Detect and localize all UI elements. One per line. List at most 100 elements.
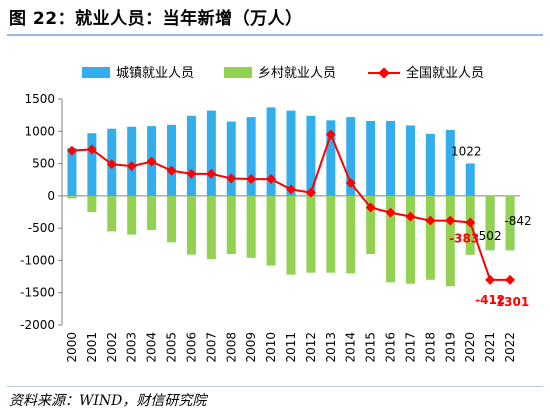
rural-bar-2012 [306, 195, 316, 273]
total-point-2011 [286, 184, 296, 195]
total-point-2018 [425, 215, 436, 226]
urban-bar-2017 [405, 125, 415, 196]
urban-bar-2016 [386, 120, 396, 196]
total-point-2007 [206, 168, 217, 179]
urban-bar-2010 [266, 107, 276, 196]
total-point-2000 [67, 145, 77, 156]
total-point-2003 [126, 161, 137, 172]
rural-bar-2003 [127, 195, 137, 235]
x-tick-label-16: 2016 [384, 332, 398, 363]
x-tick-label-14: 2014 [344, 332, 358, 363]
title-bar: 图 22：就业人员：当年新增（万人） [0, 0, 550, 32]
total-point-2012 [305, 187, 316, 198]
urban-bar-2008 [226, 121, 236, 196]
total-point-2022 [505, 274, 515, 285]
data-label-5: -1301 [491, 295, 529, 309]
chart-bars [67, 107, 515, 287]
data-label-3: -383 [449, 231, 479, 245]
x-tick-label-5: 2005 [165, 332, 179, 363]
y-tick-label-5: -1000 [20, 253, 55, 267]
rural-bar-2000 [67, 195, 77, 199]
y-tick-label-4: -500 [28, 221, 55, 235]
chart-title: 图 22：就业人员：当年新增（万人） [9, 9, 303, 29]
x-tick-label-18: 2018 [423, 332, 437, 363]
total-point-2010 [266, 174, 277, 185]
chart-line [67, 129, 515, 285]
total-point-2013 [325, 129, 336, 140]
rural-bar-2015 [366, 195, 376, 254]
source-note: 资料来源：WIND，财信研究院 [9, 393, 207, 409]
y-tick-label-3: 0 [47, 189, 55, 203]
x-tick-label-7: 2007 [204, 332, 218, 363]
x-tick-label-11: 2011 [284, 332, 298, 363]
total-point-2021 [485, 274, 496, 285]
x-tick-label-15: 2015 [364, 332, 378, 363]
y-tick-label-6: -1500 [20, 286, 55, 300]
data-label-2: -842 [504, 214, 531, 228]
urban-bar-2005 [167, 124, 177, 196]
source-divider [7, 386, 543, 387]
rural-bar-2009 [246, 195, 256, 258]
x-tick-label-12: 2012 [304, 332, 318, 363]
rural-bar-2022 [505, 195, 515, 251]
legend-label-1: 乡村就业人员 [258, 66, 336, 81]
x-tick-label-1: 2001 [85, 332, 99, 363]
rural-bar-2006 [186, 195, 196, 255]
y-tick-label-2: 500 [32, 157, 55, 171]
rural-bar-2013 [326, 195, 336, 273]
urban-bar-2012 [306, 115, 316, 196]
rural-bar-2018 [425, 195, 435, 280]
legend-label-0: 城镇就业人员 [116, 66, 194, 81]
x-tick-label-0: 2000 [65, 332, 79, 363]
y-tick-label-0: 1500 [24, 92, 55, 106]
total-point-2019 [445, 215, 456, 226]
urban-bar-2007 [206, 110, 216, 196]
y-tick-label-7: -2000 [20, 318, 55, 332]
x-tick-label-10: 2010 [264, 332, 278, 363]
total-point-2015 [365, 202, 376, 213]
rural-bar-2010 [266, 195, 276, 266]
rural-bar-2016 [386, 195, 396, 283]
title-divider [7, 34, 543, 36]
urban-bar-2000 [67, 148, 77, 196]
legend-marker-2 [378, 67, 390, 79]
rural-bar-2007 [206, 195, 216, 260]
chart-data-labels: 1022 502-842 -383 -412-1301 [449, 144, 531, 308]
employment-chart: 城镇就业人员 乡村就业人员 全国就业人员 1500 1000 500 0 -500 -1000… [20, 65, 532, 363]
total-point-2016 [385, 207, 396, 218]
legend-swatch-0 [82, 67, 110, 78]
data-label-1: 502 [479, 229, 502, 243]
total-point-2006 [186, 168, 197, 179]
total-point-2005 [166, 165, 177, 176]
rural-bar-2005 [167, 195, 177, 243]
urban-bar-2009 [246, 117, 256, 196]
rural-bar-2019 [445, 195, 455, 287]
urban-bar-2018 [425, 133, 435, 196]
total-point-2009 [246, 174, 257, 185]
urban-bar-2015 [366, 120, 376, 196]
legend-label-2: 全国就业人员 [406, 65, 484, 81]
x-tick-label-17: 2017 [403, 332, 417, 363]
x-tick-label-2: 2002 [105, 332, 119, 363]
x-tick-label-20: 2020 [463, 332, 477, 363]
total-point-2020 [465, 217, 476, 228]
x-tick-label-9: 2009 [244, 332, 258, 363]
urban-bar-2020 [465, 163, 475, 196]
rural-bar-2001 [87, 195, 97, 212]
x-tick-label-4: 2004 [145, 332, 159, 363]
total-point-2014 [345, 177, 356, 188]
urban-bar-2011 [286, 110, 296, 196]
urban-bar-2019 [445, 129, 455, 196]
x-tick-label-3: 2003 [125, 332, 139, 363]
urban-bar-2014 [346, 117, 356, 196]
y-tick-label-1: 1000 [24, 124, 55, 138]
rural-bar-2008 [226, 195, 236, 254]
total-point-2008 [226, 173, 237, 184]
rural-bar-2011 [286, 195, 296, 275]
urban-bar-2001 [87, 133, 97, 196]
rural-bar-2014 [346, 195, 356, 274]
legend-swatch-1 [224, 67, 252, 78]
x-tick-label-8: 2008 [224, 332, 238, 363]
data-label-0: 1022 [451, 144, 482, 158]
rural-bar-2017 [405, 195, 415, 284]
